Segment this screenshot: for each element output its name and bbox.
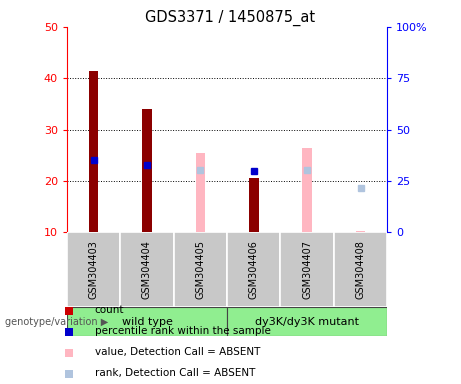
Bar xyxy=(356,231,366,232)
Bar xyxy=(302,147,312,232)
Text: value, Detection Call = ABSENT: value, Detection Call = ABSENT xyxy=(95,347,260,357)
Text: rank, Detection Call = ABSENT: rank, Detection Call = ABSENT xyxy=(95,368,255,378)
FancyBboxPatch shape xyxy=(67,307,227,336)
Bar xyxy=(249,179,259,232)
Text: GSM304405: GSM304405 xyxy=(195,240,205,299)
Bar xyxy=(195,153,205,232)
Text: genotype/variation ▶: genotype/variation ▶ xyxy=(5,316,108,327)
FancyBboxPatch shape xyxy=(227,232,280,307)
Text: GSM304407: GSM304407 xyxy=(302,240,312,299)
Text: dy3K/dy3K mutant: dy3K/dy3K mutant xyxy=(255,316,359,327)
FancyBboxPatch shape xyxy=(174,232,227,307)
Text: count: count xyxy=(95,305,124,315)
Text: percentile rank within the sample: percentile rank within the sample xyxy=(95,326,271,336)
Text: GDS3371 / 1450875_at: GDS3371 / 1450875_at xyxy=(145,10,316,26)
Bar xyxy=(142,109,152,232)
Text: wild type: wild type xyxy=(122,316,172,327)
FancyBboxPatch shape xyxy=(67,232,120,307)
FancyBboxPatch shape xyxy=(227,307,387,336)
Text: GSM304404: GSM304404 xyxy=(142,240,152,299)
Bar xyxy=(89,71,98,232)
Text: GSM304403: GSM304403 xyxy=(89,240,99,299)
FancyBboxPatch shape xyxy=(120,232,174,307)
FancyBboxPatch shape xyxy=(280,232,334,307)
FancyBboxPatch shape xyxy=(334,232,387,307)
Text: GSM304408: GSM304408 xyxy=(355,240,366,299)
Text: GSM304406: GSM304406 xyxy=(249,240,259,299)
